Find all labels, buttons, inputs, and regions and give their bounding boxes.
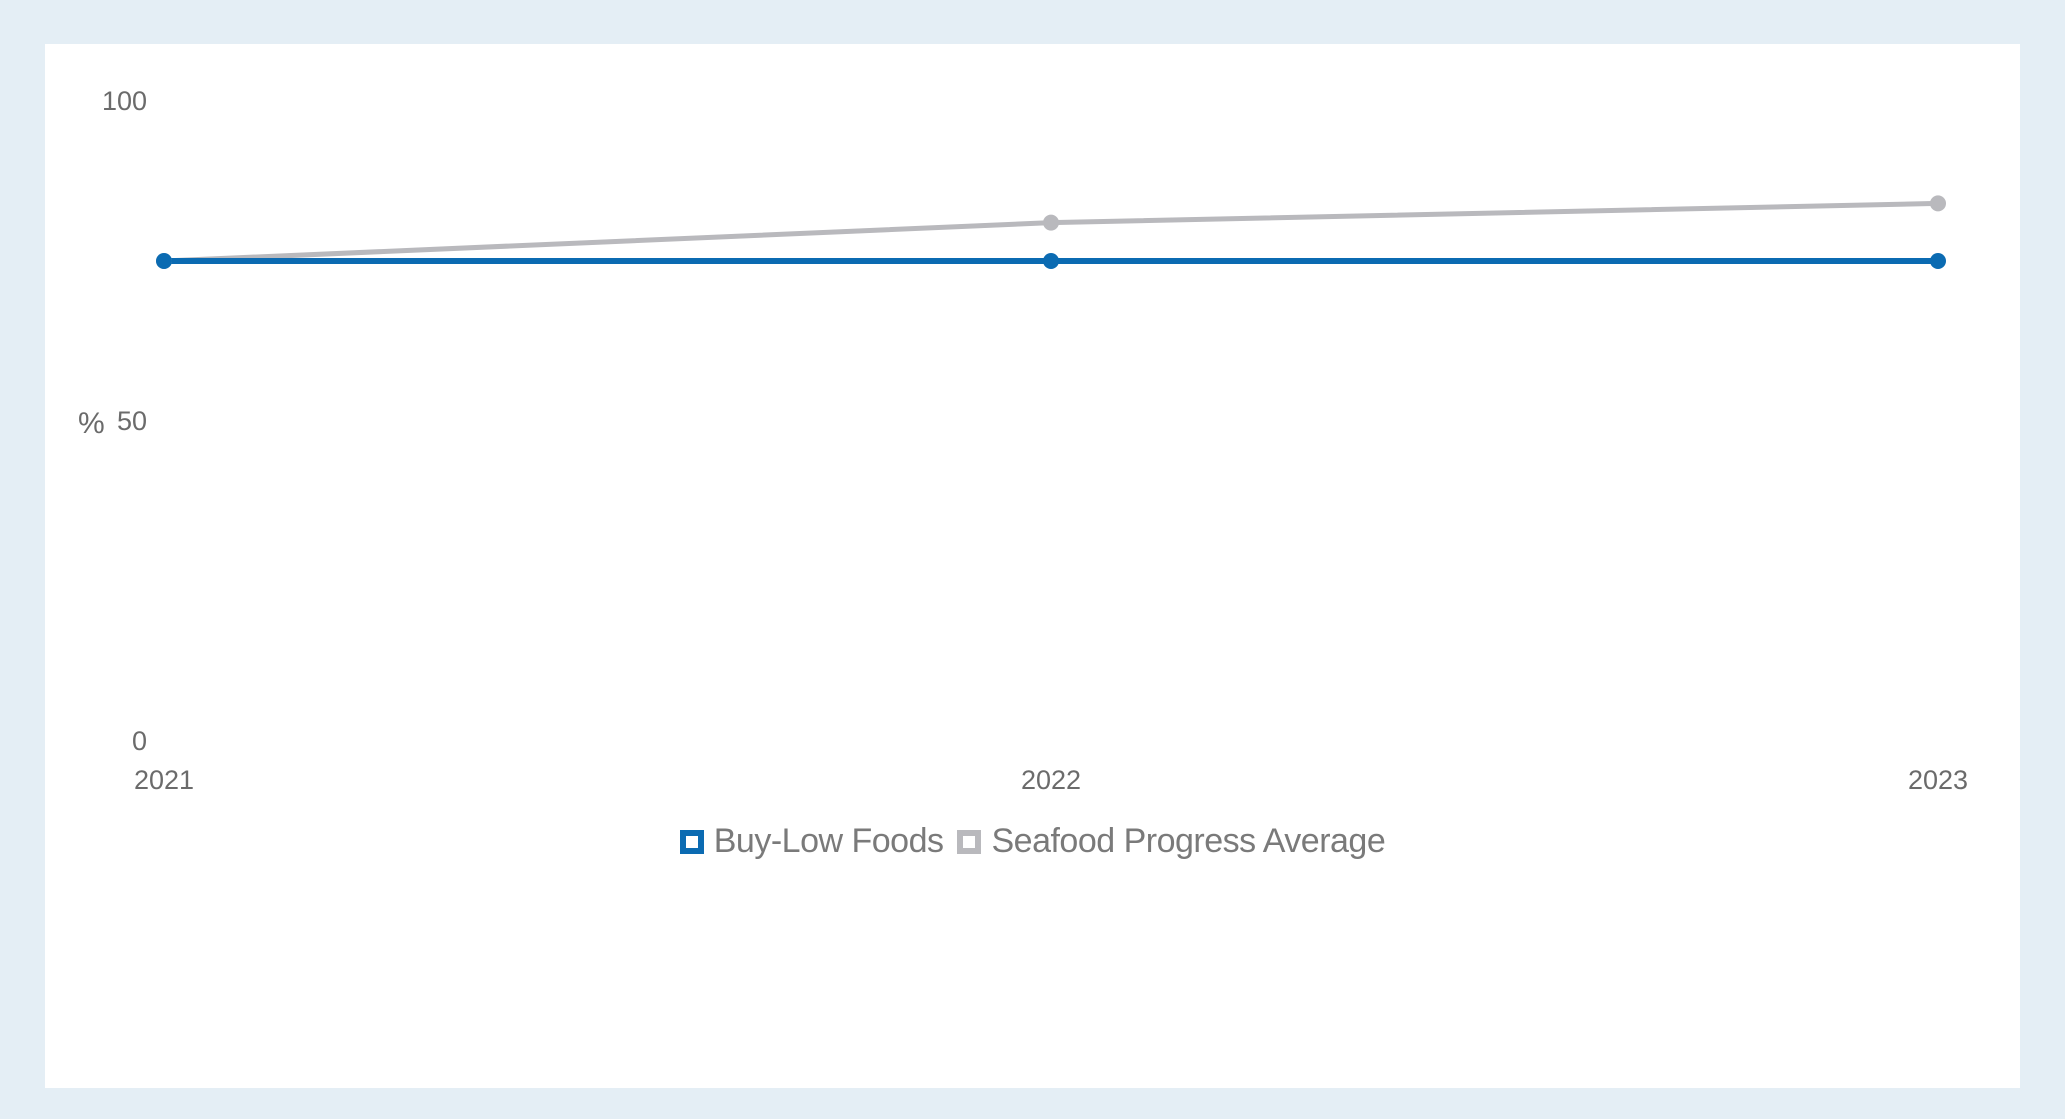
y-tick-label-0: 0 [132,726,147,756]
data-point-buy-low-foods-2021[interactable] [156,253,172,269]
data-point-seafood-progress-average-2023[interactable] [1930,195,1946,212]
chart-panel: 0 50 100 % 2021 2022 2023 Buy-Low Foods Seaf… [45,44,2020,1088]
y-tick-label-50: 50 [117,406,147,436]
legend-swatch-buy-low-foods [679,829,704,854]
x-tick-label-2022: 2022 [1021,765,1081,795]
legend-label-seafood-progress-average: Seafood Progress Average [991,822,1386,860]
legend-item-buy-low-foods[interactable]: Buy-Low Foods [679,822,944,861]
x-tick-label-2021: 2021 [134,765,194,795]
series-lines [163,200,1939,264]
data-point-buy-low-foods-2023[interactable] [1930,253,1946,269]
x-tick-label-2023: 2023 [1908,765,1968,795]
line-chart: 0 50 100 % 2021 2022 2023 [78,86,1968,795]
data-point-buy-low-foods-2022[interactable] [1043,253,1059,269]
data-point-seafood-progress-average-2022[interactable] [1043,214,1059,231]
series-points [156,195,1946,269]
legend: Buy-Low Foods Seafood Progress Average [45,822,2020,861]
legend-swatch-seafood-progress-average [957,829,982,854]
y-axis-ticks: 0 50 100 [102,86,147,756]
legend-item-seafood-progress-average[interactable]: Seafood Progress Average [957,822,1386,861]
y-tick-label-100: 100 [102,86,147,116]
y-axis-label: % [78,407,105,440]
x-axis-ticks: 2021 2022 2023 [134,765,1968,795]
series-line-seafood-progress-average [163,200,1939,264]
legend-label-buy-low-foods: Buy-Low Foods [713,822,944,860]
